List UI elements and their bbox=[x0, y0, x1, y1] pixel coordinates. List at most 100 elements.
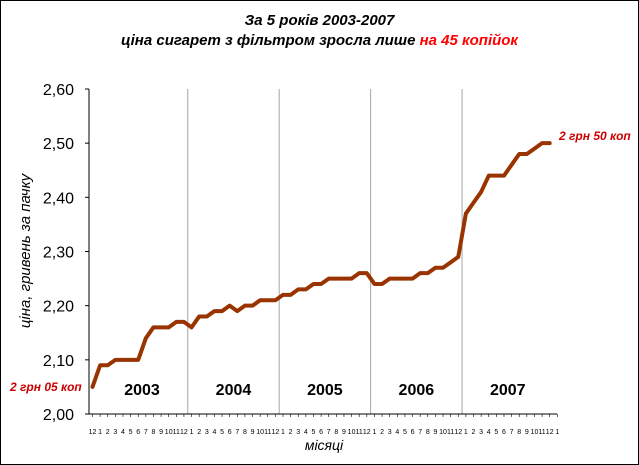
data-point bbox=[495, 174, 498, 177]
data-point bbox=[487, 174, 490, 177]
x-tick-label: 1 bbox=[372, 429, 376, 436]
year-label-2007: 2007 bbox=[490, 382, 526, 399]
chart-title-line-2: ціна сигарет з фільтром зросла лише на 4… bbox=[1, 32, 638, 49]
x-tick-label: 10 bbox=[348, 429, 356, 436]
data-point bbox=[106, 364, 109, 367]
annotations: 2 грн 05 коп 2 грн 50 коп bbox=[9, 129, 631, 394]
x-tick-label: 2 bbox=[289, 429, 293, 436]
y-tick-label: 2,40 bbox=[43, 190, 74, 207]
data-point bbox=[327, 277, 330, 280]
x-tick-label: 4 bbox=[212, 429, 216, 436]
data-point bbox=[381, 283, 383, 285]
x-tick-label: 11 bbox=[356, 429, 363, 436]
x-tick-label: 4 bbox=[395, 429, 399, 436]
data-point bbox=[312, 283, 315, 285]
chart-title-prefix: ціна сигарет з фільтром зросла лише bbox=[120, 32, 420, 49]
data-point bbox=[411, 277, 414, 280]
x-tick-label: 9 bbox=[159, 429, 163, 436]
x-tick-label: 10 bbox=[256, 429, 264, 436]
data-point bbox=[91, 386, 94, 388]
axes bbox=[88, 89, 557, 415]
x-tick-label: 2 bbox=[380, 429, 384, 436]
x-tick-label: 7 bbox=[144, 429, 148, 436]
x-tick-label: 4 bbox=[487, 429, 491, 436]
x-tick-label: 5 bbox=[129, 429, 133, 436]
data-point bbox=[533, 147, 536, 150]
annotation-end: 2 грн 50 коп bbox=[558, 129, 631, 143]
x-tick-label: 12 bbox=[546, 429, 554, 436]
data-point bbox=[541, 142, 543, 144]
data-point bbox=[480, 191, 482, 193]
x-tick-label: 7 bbox=[235, 429, 239, 436]
data-point bbox=[373, 283, 376, 285]
data-point bbox=[137, 359, 140, 361]
x-tick-label: 9 bbox=[342, 429, 346, 436]
data-point bbox=[388, 277, 391, 280]
data-point bbox=[305, 288, 307, 291]
chart-title-highlight: на 45 копійок bbox=[419, 32, 519, 49]
x-tick-label: 1 bbox=[281, 429, 285, 436]
x-tick-label: 11 bbox=[264, 429, 271, 436]
data-point bbox=[426, 272, 429, 274]
year-labels: 2003 2004 2005 2006 2007 bbox=[124, 382, 525, 399]
data-point bbox=[183, 321, 185, 323]
data-point bbox=[244, 304, 246, 307]
y-axis-ticks: 2,00 2,10 2,20 2,30 2,40 2,50 2,60 bbox=[43, 82, 89, 424]
x-tick-label: 7 bbox=[510, 429, 514, 436]
data-point bbox=[251, 304, 254, 307]
x-tick-label: 2 bbox=[472, 429, 476, 436]
x-tick-label: 11 bbox=[538, 429, 545, 436]
y-tick-label: 2,00 bbox=[43, 407, 74, 424]
data-point bbox=[419, 272, 421, 274]
year-label-2005: 2005 bbox=[307, 382, 343, 399]
data-point bbox=[129, 359, 132, 361]
y-tick-label: 2,30 bbox=[43, 245, 74, 262]
x-tick-label: 12 bbox=[180, 429, 188, 436]
data-point bbox=[472, 201, 475, 204]
data-point bbox=[518, 153, 521, 155]
x-tick-label: 3 bbox=[388, 429, 392, 436]
x-tick-label: 2 bbox=[197, 429, 201, 436]
x-tick-label: 8 bbox=[152, 429, 156, 436]
x-tick-label: 8 bbox=[517, 429, 521, 436]
data-point bbox=[228, 304, 231, 307]
x-tick-label: 10 bbox=[439, 429, 447, 436]
x-tick-label: 1 bbox=[98, 429, 102, 436]
data-point bbox=[434, 266, 437, 269]
data-point bbox=[457, 256, 460, 258]
year-label-2003: 2003 bbox=[124, 382, 160, 399]
year-label-2004: 2004 bbox=[216, 382, 252, 399]
data-point bbox=[221, 310, 223, 312]
data-point bbox=[366, 272, 368, 274]
x-tick-label: 5 bbox=[494, 429, 498, 436]
data-point bbox=[289, 294, 292, 296]
data-point bbox=[213, 310, 216, 312]
data-point bbox=[449, 261, 452, 264]
data-point bbox=[259, 299, 261, 302]
x-tick-label: 8 bbox=[334, 429, 338, 436]
x-tick-label: 3 bbox=[113, 429, 117, 436]
x-tick-label: 8 bbox=[243, 429, 247, 436]
data-point bbox=[335, 277, 338, 280]
y-tick-label: 2,50 bbox=[43, 136, 74, 153]
x-tick-label: 6 bbox=[136, 429, 140, 436]
data-point bbox=[206, 315, 208, 318]
x-tick-label: 7 bbox=[418, 429, 422, 436]
x-tick-label: 11 bbox=[173, 429, 180, 436]
x-tick-label: 3 bbox=[479, 429, 483, 436]
x-tick-label: 5 bbox=[220, 429, 224, 436]
data-point bbox=[114, 359, 117, 361]
y-tick-label: 2,10 bbox=[43, 353, 74, 370]
data-point bbox=[465, 212, 467, 215]
y-tick-label: 2,60 bbox=[43, 82, 74, 99]
data-point bbox=[122, 359, 124, 361]
x-tick-label: 12 bbox=[363, 429, 371, 436]
x-tick-label: 1 bbox=[555, 429, 559, 436]
x-axis-ticks: 12 1 2 3 4 5 6 7 8 9 10 11 12 1 2 3 4 5 6 7 8 9 10 11 12 1 2 3 4 5 6 7 8… bbox=[89, 414, 559, 436]
data-point bbox=[343, 277, 345, 280]
x-tick-label: 10 bbox=[165, 429, 173, 436]
data-point bbox=[297, 288, 300, 291]
x-tick-label: 12 bbox=[271, 429, 279, 436]
